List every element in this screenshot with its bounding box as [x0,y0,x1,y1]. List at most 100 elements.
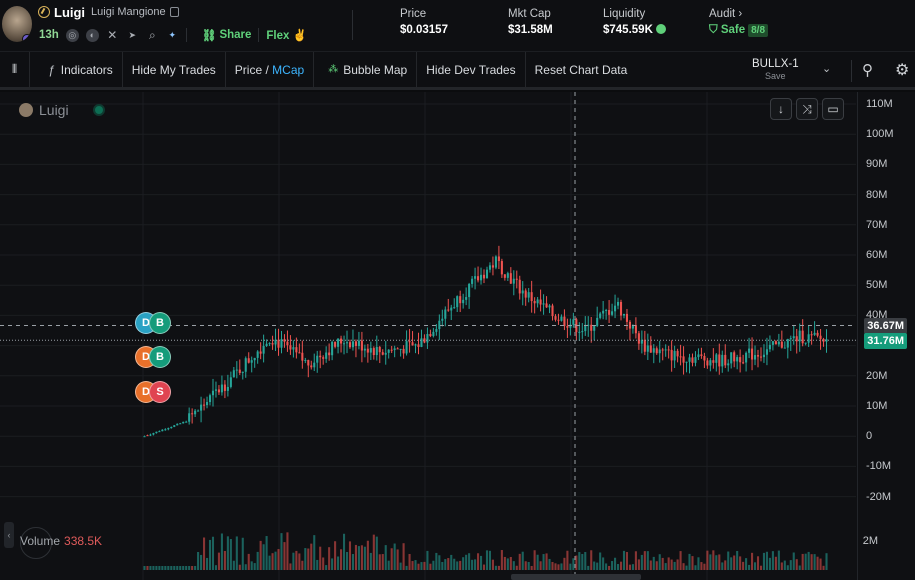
candle-body[interactable] [673,350,676,361]
candle-body[interactable] [548,305,551,308]
candle-body[interactable] [679,356,682,358]
candle-body[interactable] [238,369,241,373]
candle-body[interactable] [381,352,384,355]
candle-body[interactable] [643,339,646,352]
candle-body[interactable] [456,296,459,308]
hide-dev-trades-button[interactable]: Hide Dev Trades [417,52,526,87]
candle-body[interactable] [661,349,664,351]
candle-body[interactable] [459,296,462,304]
candle-body[interactable] [751,348,754,360]
candle-body[interactable] [819,335,822,339]
buy-marker[interactable]: B [149,346,171,368]
candle-body[interactable] [411,342,414,346]
candle-body[interactable] [658,349,661,354]
candle-body[interactable] [640,339,643,344]
candle-body[interactable] [724,354,727,366]
candle-body[interactable] [378,346,381,353]
candle-body[interactable] [173,425,176,427]
candle-body[interactable] [298,352,301,354]
candle-body[interactable] [649,345,652,353]
candle-body[interactable] [182,421,185,424]
visibility-toggle-icon[interactable] [92,104,105,116]
candle-body[interactable] [286,341,289,346]
candle-body[interactable] [512,278,515,284]
candle-body[interactable] [664,349,667,351]
candle-body[interactable] [405,341,408,354]
candle-body[interactable] [488,265,492,270]
share-button[interactable]: ⛓ Share [202,28,252,42]
candle-body[interactable] [652,348,655,353]
candle-body[interactable] [655,348,658,354]
candle-body[interactable] [709,360,712,366]
candle-body[interactable] [718,354,721,367]
candle-body[interactable] [211,390,215,396]
flex-button[interactable]: Flex ✌ [266,28,307,42]
candle-body[interactable] [271,343,274,345]
reset-chart-button[interactable]: Reset Chart Data [534,62,628,77]
candle-body[interactable] [259,351,262,354]
candle-body[interactable] [268,343,271,345]
candle-body[interactable] [316,355,319,363]
candle-body[interactable] [563,316,566,327]
candle-body[interactable] [468,283,471,298]
candle-body[interactable] [509,273,512,284]
candle-body[interactable] [214,389,218,391]
price-option[interactable]: Price [234,62,263,77]
fullscreen-icon[interactable]: ▭ [822,98,844,120]
candle-body[interactable] [715,354,718,363]
horizontal-scrollbar[interactable] [511,574,641,580]
candle-body[interactable] [354,341,357,346]
candle-body[interactable] [301,352,304,361]
candle-body[interactable] [229,377,232,387]
candle-body[interactable] [557,319,560,321]
candle-body[interactable] [191,413,194,415]
candle-body[interactable] [363,348,366,351]
candle-body[interactable] [426,333,429,343]
candle-body[interactable] [748,348,751,353]
candle-body[interactable] [256,351,259,358]
candle-body[interactable] [798,330,801,342]
candle-body[interactable] [578,331,581,333]
candle-body[interactable] [569,324,572,328]
candle-body[interactable] [801,330,804,344]
candle-body[interactable] [477,276,480,281]
candle-body[interactable] [670,349,673,361]
candle-body[interactable] [777,341,780,345]
x-twitter-icon[interactable]: ✕ [107,28,118,42]
candle-body[interactable] [593,325,596,331]
candle-body[interactable] [250,360,253,363]
candle-body[interactable] [491,265,494,268]
candle-body[interactable] [566,326,569,328]
candle-body[interactable] [450,307,453,311]
candle-body[interactable] [599,313,602,318]
candle-body[interactable] [759,356,763,358]
candle-body[interactable] [527,292,530,298]
candle-body[interactable] [584,324,587,332]
candle-body[interactable] [590,324,593,331]
candle-body[interactable] [351,341,355,348]
candle-body[interactable] [295,347,298,353]
search-icon[interactable]: ⌕ [148,27,156,42]
candle-body[interactable] [143,436,146,438]
candle-body[interactable] [634,325,637,334]
candle-body[interactable] [554,316,557,320]
candle-body[interactable] [262,345,265,354]
candle-body[interactable] [322,357,325,359]
candle-body[interactable] [614,305,617,312]
candle-body[interactable] [605,310,608,312]
candle-body[interactable] [232,370,235,378]
candle-body[interactable] [348,342,352,348]
candle-body[interactable] [313,362,316,368]
candle-body[interactable] [706,360,709,366]
copy-icon[interactable] [169,7,179,17]
candle-body[interactable] [319,355,322,358]
candle-body[interactable] [369,348,372,353]
candle-body[interactable] [399,348,402,350]
candle-body[interactable] [742,362,745,364]
candle-body[interactable] [438,320,441,330]
candle-body[interactable] [429,333,432,337]
target-icon[interactable]: ◎ [65,28,79,42]
candle-body[interactable] [703,355,706,361]
candle-body[interactable] [700,354,703,356]
candle-body[interactable] [220,384,223,393]
